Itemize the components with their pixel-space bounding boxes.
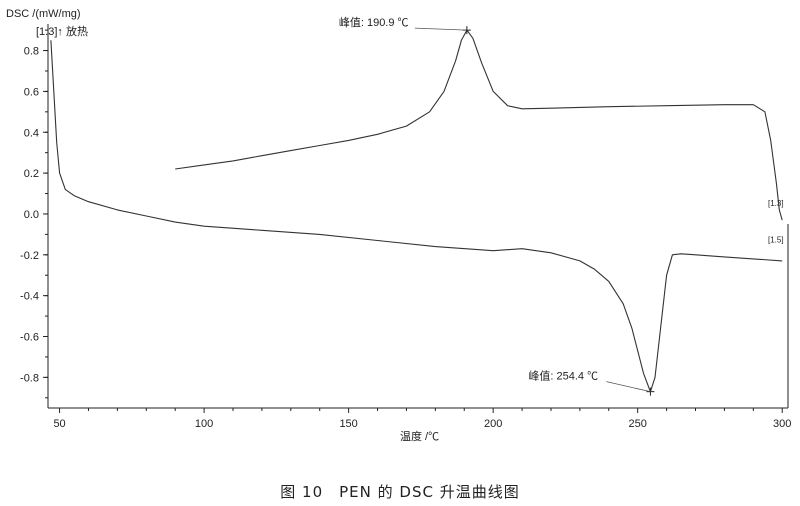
y-tick-label: -0.8 bbox=[20, 372, 39, 384]
y-tick-label: 0.6 bbox=[24, 86, 39, 98]
y-tick-label: -0.6 bbox=[20, 332, 39, 344]
y-tick-label: -0.4 bbox=[20, 291, 39, 303]
peak-leader bbox=[414, 27, 467, 31]
series-labels: [1.3] [1.5] bbox=[768, 199, 784, 245]
series-1-5-line bbox=[50, 40, 783, 393]
y-axis-title: DSC /(mW/mg) bbox=[6, 8, 81, 20]
plot-frame bbox=[47, 24, 789, 409]
figure-caption: 图 10 PEN 的 DSC 升温曲线图 bbox=[280, 483, 519, 501]
peak-annotations: 峰值: 190.9 ℃ 峰值: 254.4 ℃ bbox=[339, 16, 655, 396]
peak-label: 峰值: 190.9 ℃ bbox=[339, 16, 409, 29]
series-label-1-5: [1.5] bbox=[768, 236, 784, 245]
x-tick-label: 200 bbox=[484, 418, 502, 430]
series-1-3-line bbox=[175, 29, 783, 221]
x-tick-label: 50 bbox=[53, 418, 65, 430]
x-axis-title: 温度 /℃ bbox=[400, 429, 439, 443]
series-label-1-3: [1.3] bbox=[768, 199, 784, 208]
y-ticks: 0.8 0.6 0.4 0.2 0.0 -0.2 -0.4 -0.6 -0.8 bbox=[20, 29, 48, 399]
x-ticks: 50 100 150 200 250 300 bbox=[53, 408, 791, 430]
x-tick-label: 300 bbox=[773, 418, 791, 430]
x-tick-label: 250 bbox=[629, 418, 647, 430]
peak-leader bbox=[606, 381, 651, 393]
curves bbox=[50, 29, 783, 393]
y-tick-label: 0.2 bbox=[24, 168, 39, 180]
y-tick-label: 0.8 bbox=[24, 46, 39, 58]
peak-label: 峰值: 254.4 ℃ bbox=[528, 370, 598, 383]
y-tick-label: 0.0 bbox=[24, 209, 39, 221]
x-tick-label: 150 bbox=[339, 418, 357, 430]
x-tick-label: 100 bbox=[195, 418, 213, 430]
y-tick-label: -0.2 bbox=[20, 250, 39, 262]
y-tick-label: 0.4 bbox=[24, 127, 39, 139]
exo-direction-label: [1.3]↑ 放热 bbox=[36, 24, 88, 38]
